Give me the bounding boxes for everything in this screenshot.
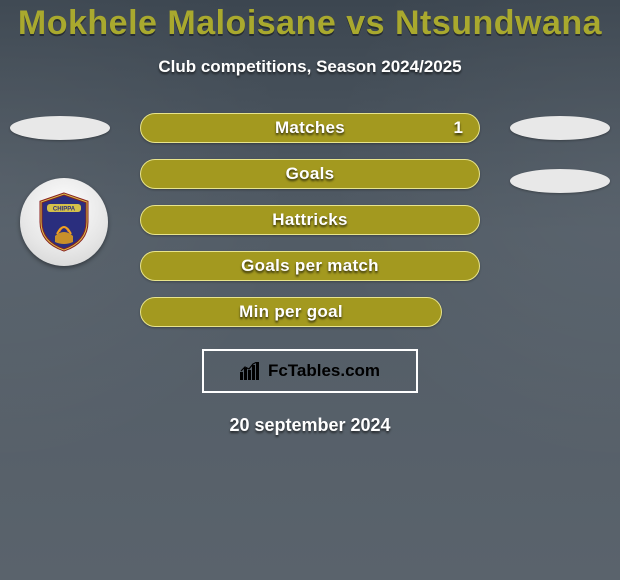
stat-label: Matches [275, 118, 345, 138]
right-player-marker [510, 169, 610, 193]
stat-label: Goals [286, 164, 335, 184]
bar-chart-icon [240, 362, 262, 380]
svg-text:CHIPPA: CHIPPA [53, 207, 76, 213]
stat-bar-goals-per-match: Goals per match [140, 251, 480, 281]
stat-bar-hattricks: Hattricks [140, 205, 480, 235]
page-title: Mokhele Maloisane vs Ntsundwana [0, 4, 620, 43]
stat-value-right: 1 [454, 118, 463, 138]
stat-bar-goals: Goals [140, 159, 480, 189]
stat-label: Hattricks [272, 210, 347, 230]
shield-icon: CHIPPA [37, 192, 91, 252]
brand-text: FcTables.com [268, 361, 380, 381]
club-badge-left: CHIPPA [20, 178, 108, 266]
stat-label: Min per goal [239, 302, 343, 322]
stat-bar-min-per-goal: Min per goal [140, 297, 442, 327]
left-player-marker [10, 116, 110, 140]
stat-row-matches: Matches 1 [0, 113, 620, 159]
stat-row-min-per-goal: Min per goal [0, 297, 620, 343]
stat-row-goals-per-match: Goals per match [0, 251, 620, 297]
subtitle: Club competitions, Season 2024/2025 [0, 57, 620, 77]
right-player-marker [510, 116, 610, 140]
date-text: 20 september 2024 [0, 415, 620, 436]
stat-label: Goals per match [241, 256, 379, 276]
stat-bar-matches: Matches 1 [140, 113, 480, 143]
brand-box[interactable]: FcTables.com [202, 349, 418, 393]
